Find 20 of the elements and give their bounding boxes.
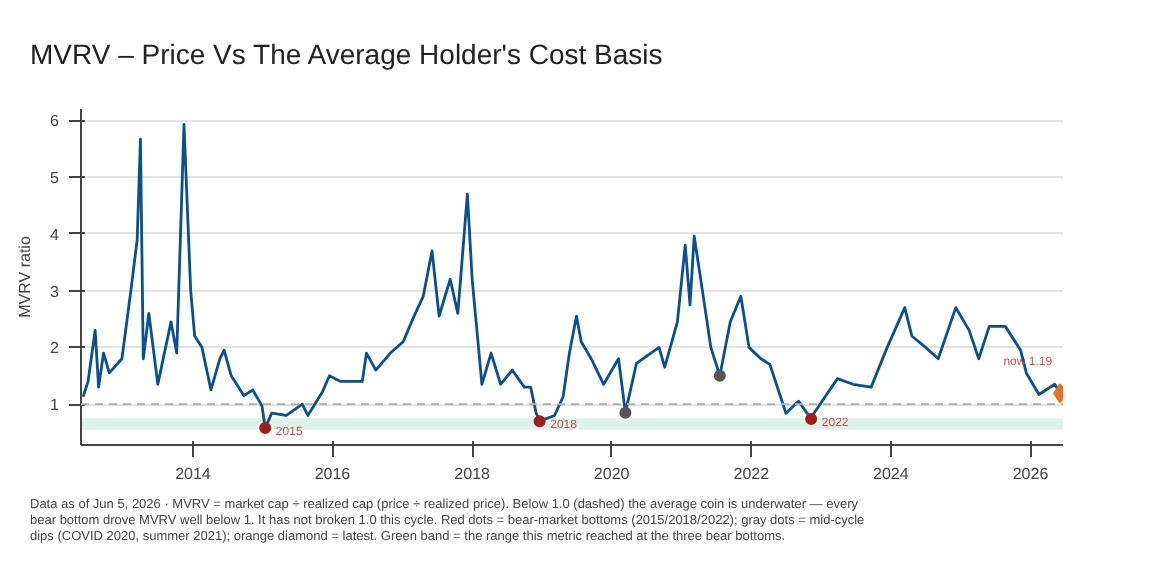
y-tick-label: 4 [50, 225, 61, 244]
point [805, 412, 818, 425]
chart-title: MVRV – Price Vs The Average Holder's Cost Basis [30, 36, 663, 74]
x-tick-label: 2026 [1012, 465, 1050, 483]
y-tick-label: 5 [50, 169, 61, 188]
x-tick-label: 2020 [593, 465, 631, 483]
y-tick-label: 1 [50, 396, 61, 415]
x-tick-label: 2018 [454, 465, 492, 483]
y-axis-title: MVRV ratio [16, 235, 35, 318]
y-tick-label: 3 [50, 282, 61, 301]
point [713, 369, 726, 382]
point [619, 406, 632, 419]
x-tick-label: 2022 [733, 465, 771, 483]
y-tick-label: 6 [50, 112, 61, 131]
y-tick-label: 2 [50, 339, 61, 358]
x-tick-label: 2014 [175, 465, 212, 483]
x-tick-label: 2024 [873, 465, 910, 483]
x-tick-label: 2016 [314, 465, 352, 483]
point [533, 415, 546, 428]
point [259, 421, 272, 434]
